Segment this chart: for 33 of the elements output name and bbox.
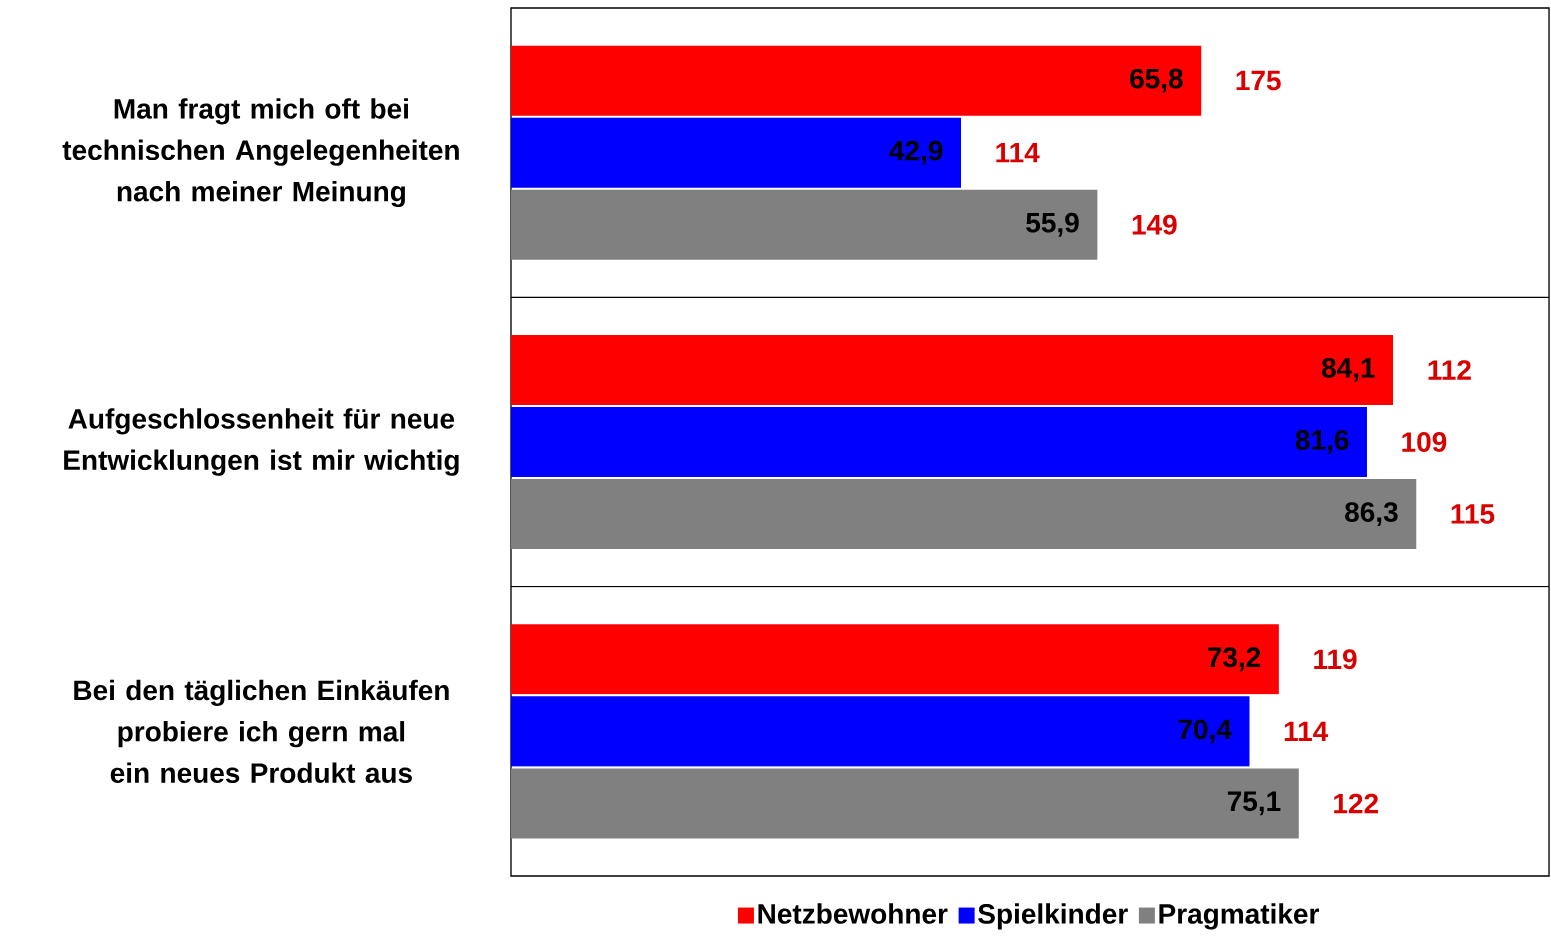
bar <box>511 768 1299 839</box>
annotation: 122 <box>1334 793 1378 814</box>
data-label: 73,2 <box>1207 647 1261 672</box>
annotation: 109 <box>1402 432 1447 452</box>
bar <box>511 696 1250 767</box>
annotation: 149 <box>1132 214 1177 235</box>
bar <box>511 117 962 188</box>
bar <box>511 406 1367 478</box>
data-label: 81,6 <box>1295 430 1349 454</box>
y-tick-label: Aufgeschlossenheit für neue Entwicklungen ist mir wichtig <box>64 408 459 476</box>
data-label: 75,1 <box>1227 791 1281 816</box>
bar <box>511 624 1279 695</box>
data-label: 70,4 <box>1178 719 1232 744</box>
legend-label: Pragmatiker <box>1159 903 1319 930</box>
bar <box>511 189 1098 260</box>
text: 115 <box>1451 504 1495 524</box>
bar <box>511 334 1394 405</box>
legend-label: Netzbewohner <box>758 903 948 924</box>
text: 112 <box>1428 360 1471 380</box>
annotation: 114 <box>1284 721 1329 741</box>
legend-label: Spielkinder <box>978 903 1128 930</box>
data-label: 84,1 <box>1321 357 1375 382</box>
annotation: 175 <box>1236 70 1281 91</box>
annotation: 114 <box>996 143 1040 163</box>
annotation: 119 <box>1314 649 1357 670</box>
data-label: 42,9 <box>889 140 943 165</box>
data-label: 86,3 <box>1345 502 1398 527</box>
y-tick-label: Bei den täglichen Einkäufen probiere ich gern mal ein neues Produkt aus <box>74 679 449 783</box>
bar <box>511 479 1417 550</box>
data-label: 55,9 <box>1026 212 1079 237</box>
bar <box>511 45 1202 116</box>
y-tick-label: Man fragt mich oft bei technischen Angelegenheiten nach meiner Meinung <box>62 98 459 208</box>
data-label: 65,8 <box>1130 68 1183 93</box>
